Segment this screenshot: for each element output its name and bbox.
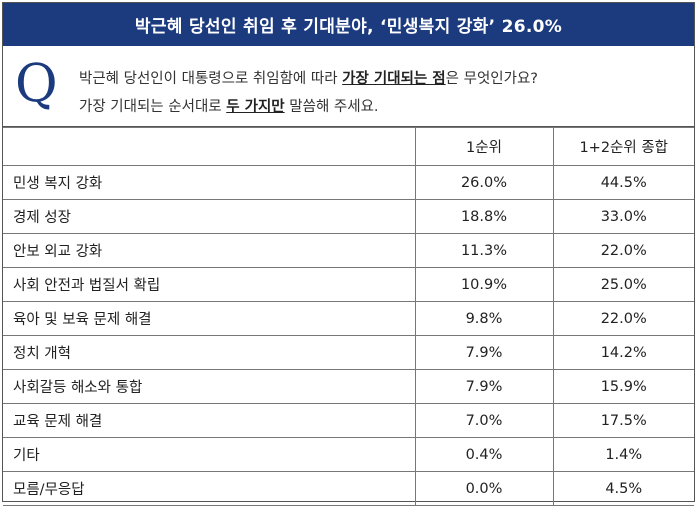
table-row: 사회갈등 해소와 통합 7.9% 15.9% [3, 369, 694, 404]
first-rank-value: 9.8% [414, 301, 554, 336]
combined-rank-value: 33.0% [552, 199, 694, 234]
row-label: 정치 개혁 [3, 335, 416, 370]
first-rank-value: 10.9% [414, 267, 554, 302]
column-header-combined: 1+2순위 종합 [552, 127, 694, 166]
combined-rank-value: 25.0% [552, 267, 694, 302]
combined-rank-value: 1.4% [552, 437, 694, 472]
column-header-label [3, 127, 416, 166]
combined-rank-value: 15.9% [552, 369, 694, 404]
table-body: 민생 복지 강화 26.0% 44.5% 경제 성장 18.8% 33.0% 안보 외교 강… [3, 165, 694, 506]
row-label: 경제 성장 [3, 199, 416, 234]
row-label: 모름/무응답 [3, 471, 416, 506]
table-header-row: 1순위 1+2순위 종합 [3, 127, 694, 166]
question-text: 박근혜 당선인이 대통령으로 취임함에 따라 [79, 71, 343, 87]
results-table: 1순위 1+2순위 종합 민생 복지 강화 26.0% 44.5% 경제 성장 18.8… [3, 127, 694, 506]
table-row: 모름/무응답 0.0% 4.5% [3, 471, 694, 506]
combined-rank-value: 4.5% [552, 471, 694, 506]
question-line-2: 가장 기대되는 순서대로 두 가지만 말씀해 주세요. [79, 95, 379, 116]
chart-title: 박근혜 당선인 취임 후 기대분야, ‘민생복지 강화’ 26.0% [3, 3, 694, 45]
row-label: 육아 및 보육 문제 해결 [3, 301, 416, 336]
first-rank-value: 26.0% [414, 165, 554, 200]
row-label: 민생 복지 강화 [3, 165, 416, 200]
table-row: 기타 0.4% 1.4% [3, 437, 694, 472]
table-row: 안보 외교 강화 11.3% 22.0% [3, 233, 694, 268]
question-emphasis: 두 가지만 [226, 99, 285, 115]
combined-rank-value: 22.0% [552, 301, 694, 336]
question-text: 은 무엇인가요? [445, 71, 539, 87]
first-rank-value: 7.0% [414, 403, 554, 438]
combined-rank-value: 17.5% [552, 403, 694, 438]
question-text: 말씀해 주세요. [284, 99, 379, 115]
first-rank-value: 7.9% [414, 335, 554, 370]
question-emphasis: 가장 기대되는 점 [342, 71, 446, 87]
question-line-1: 박근혜 당선인이 대통령으로 취임함에 따라 가장 기대되는 점은 무엇인가요? [79, 67, 538, 88]
row-label: 사회 안전과 법질서 확립 [3, 267, 416, 302]
table-row: 육아 및 보육 문제 해결 9.8% 22.0% [3, 301, 694, 336]
table-row: 경제 성장 18.8% 33.0% [3, 199, 694, 234]
row-label: 사회갈등 해소와 통합 [3, 369, 416, 404]
row-label: 교육 문제 해결 [3, 403, 416, 438]
question-text: 가장 기대되는 순서대로 [79, 99, 227, 115]
combined-rank-value: 14.2% [552, 335, 694, 370]
combined-rank-value: 44.5% [552, 165, 694, 200]
table-row: 민생 복지 강화 26.0% 44.5% [3, 165, 694, 200]
first-rank-value: 7.9% [414, 369, 554, 404]
first-rank-value: 18.8% [414, 199, 554, 234]
q-letter: Q [15, 54, 58, 114]
table-row: 교육 문제 해결 7.0% 17.5% [3, 403, 694, 438]
row-label: 기타 [3, 437, 416, 472]
row-label: 안보 외교 강화 [3, 233, 416, 268]
first-rank-value: 11.3% [414, 233, 554, 268]
table-row: 사회 안전과 법질서 확립 10.9% 25.0% [3, 267, 694, 302]
table-row: 정치 개혁 7.9% 14.2% [3, 335, 694, 370]
column-header-first: 1순위 [414, 127, 554, 166]
first-rank-value: 0.0% [414, 471, 554, 506]
question-box: Q 박근혜 당선인이 대통령으로 취임함에 따라 가장 기대되는 점은 무엇인가… [3, 45, 694, 127]
first-rank-value: 0.4% [414, 437, 554, 472]
combined-rank-value: 22.0% [552, 233, 694, 268]
